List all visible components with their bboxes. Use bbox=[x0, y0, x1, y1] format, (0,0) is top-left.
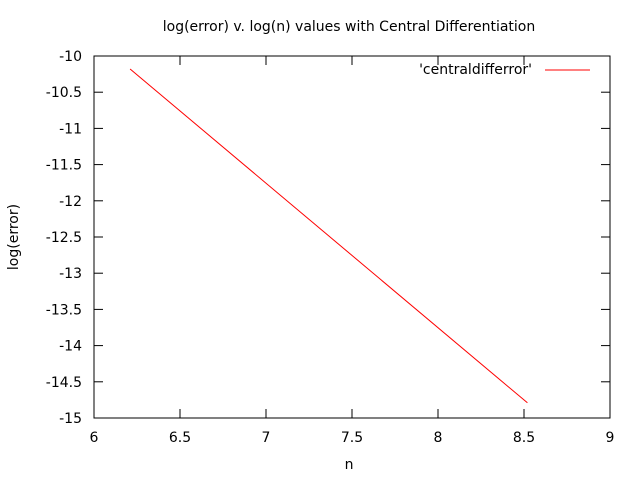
y-tick-label: -13.5 bbox=[46, 302, 82, 318]
y-tick-label: -11.5 bbox=[46, 158, 82, 174]
x-tick-label: 8 bbox=[434, 430, 443, 446]
x-tick-label: 6 bbox=[90, 430, 99, 446]
y-tick-label: -15 bbox=[59, 411, 82, 427]
y-tick-label: -14.5 bbox=[46, 375, 82, 391]
chart-title: log(error) v. log(n) values with Central… bbox=[163, 19, 536, 35]
plot-area-border bbox=[93, 55, 611, 419]
y-tick-label: -10.5 bbox=[46, 85, 82, 101]
y-tick-label: -10 bbox=[59, 49, 82, 65]
y-tick-label: -14 bbox=[59, 339, 82, 355]
x-tick-label: 6.5 bbox=[169, 430, 191, 446]
legend: 'centraldifferror' bbox=[419, 62, 590, 78]
x-axis-label: n bbox=[345, 457, 354, 473]
x-tick-label: 8.5 bbox=[513, 430, 535, 446]
legend-label: 'centraldifferror' bbox=[419, 62, 532, 78]
x-axis: 6 6.5 7 7.5 8 8.5 9 bbox=[90, 56, 615, 446]
y-tick-label: -12 bbox=[59, 194, 82, 210]
y-tick-label: -13 bbox=[59, 266, 82, 282]
y-axis: -10 -10.5 -11 -11.5 -12 -12.5 -13 -13.5 -14 -14.5… bbox=[46, 49, 610, 427]
series-line bbox=[129, 68, 528, 404]
x-tick-label: 7.5 bbox=[341, 430, 363, 446]
x-tick-label: 7 bbox=[262, 430, 271, 446]
y-axis-label: log(error) bbox=[6, 204, 22, 270]
series-layer bbox=[129, 68, 528, 404]
y-tick-label: -12.5 bbox=[46, 230, 82, 246]
x-tick-label: 9 bbox=[606, 430, 615, 446]
y-tick-label: -11 bbox=[59, 121, 82, 137]
